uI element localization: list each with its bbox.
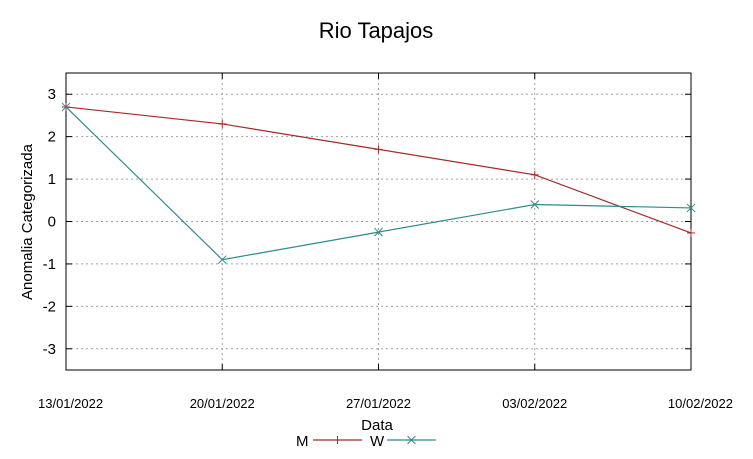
y-axis-ticks: 3 2 1 0 -1 -2 -3 — [43, 86, 691, 358]
x-axis-ticks: 13/01/2022 20/01/2022 27/01/2022 03/02/2022… — [38, 73, 733, 411]
data-point-W — [61, 102, 71, 112]
legend-label-W: W — [370, 433, 385, 450]
x-tick-label: 03/02/2022 — [502, 396, 567, 411]
data-point-M — [530, 170, 539, 179]
y-tick-label: 1 — [48, 171, 56, 188]
x-tick-label: 27/01/2022 — [346, 396, 411, 411]
x-tick-label: 20/01/2022 — [190, 396, 255, 411]
grid-lines — [66, 73, 691, 370]
legend-marker-W — [407, 435, 416, 445]
legend-label-M: M — [296, 433, 309, 450]
legend-marker-M — [333, 436, 342, 444]
y-tick-label: 0 — [48, 214, 56, 231]
data-point-W — [686, 203, 696, 213]
data-point-W — [530, 200, 540, 209]
y-tick-label: 2 — [48, 129, 56, 146]
y-tick-label: -3 — [43, 341, 56, 358]
y-axis-label: Anomalia Categorizada — [19, 143, 36, 300]
data-point-W — [374, 227, 383, 237]
data-point-W — [217, 255, 227, 265]
x-tick-label: 13/01/2022 — [38, 396, 103, 411]
x-axis-label: Data — [361, 417, 393, 434]
data-point-M — [687, 228, 695, 237]
x-tick-label: 10/02/2022 — [668, 396, 733, 411]
chart-title: Rio Tapajos — [319, 18, 434, 43]
y-tick-label: -2 — [43, 298, 56, 315]
data-point-M — [374, 145, 383, 154]
y-tick-label: 3 — [48, 86, 56, 103]
data-point-M — [218, 119, 227, 128]
y-tick-label: -1 — [43, 256, 56, 273]
series-layer — [61, 102, 696, 265]
